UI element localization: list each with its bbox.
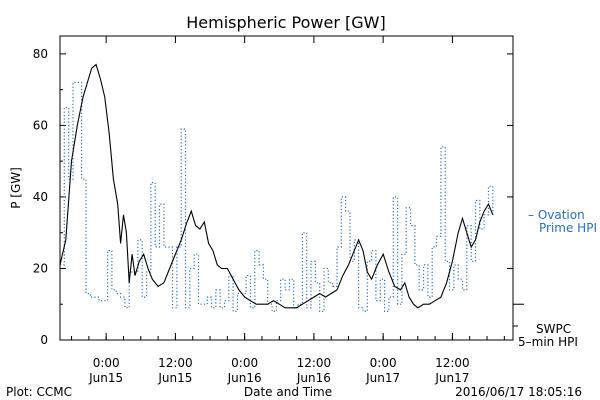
x-tick-label-date: Jun15 xyxy=(157,371,192,385)
y-tick-label: 40 xyxy=(33,190,48,204)
chart-title: Hemispheric Power [GW] xyxy=(186,13,385,32)
legend-ovation-line2: Prime HPI xyxy=(539,221,597,235)
x-tick-label-time: 12:00 xyxy=(158,356,193,370)
series-ovation-prime-line xyxy=(60,81,494,312)
x-tick-label-date: Jun17 xyxy=(365,371,400,385)
y-axis-label: P [GW] xyxy=(9,167,23,209)
x-tick-label-time: 12:00 xyxy=(435,356,470,370)
legend-swpc-line1: SWPC xyxy=(536,322,571,336)
x-tick-label-time: 0:00 xyxy=(93,356,120,370)
legend-swpc-line2: 5–min HPI xyxy=(518,335,578,349)
x-tick-label-date: Jun17 xyxy=(434,371,469,385)
y-axis: 0 20 40 60 80 xyxy=(33,47,513,347)
x-tick-label-date: Jun16 xyxy=(296,371,331,385)
footer-plot-credit: Plot: CCMC xyxy=(6,385,72,399)
y-tick-label: 20 xyxy=(33,261,48,275)
x-tick-label-date: Jun15 xyxy=(88,371,123,385)
y-tick-label: 80 xyxy=(33,47,48,61)
x-tick-label-date: Jun16 xyxy=(227,371,262,385)
x-tick-label-time: 12:00 xyxy=(297,356,332,370)
x-axis: 0:00Jun1512:00Jun150:00Jun1612:00Jun160:… xyxy=(71,36,505,385)
plot-frame xyxy=(59,35,514,341)
series-swpc-line xyxy=(59,63,494,309)
x-tick-label-time: 0:00 xyxy=(370,356,397,370)
series-layer xyxy=(59,63,494,312)
x-tick-label-time: 0:00 xyxy=(231,356,258,370)
x-axis-label: Date and Time xyxy=(244,385,332,399)
y-tick-label: 0 xyxy=(40,333,48,347)
y-tick-label: 60 xyxy=(33,118,48,132)
legend-ovation-line1: – Ovation xyxy=(528,208,585,222)
footer-timestamp: 2016/06/17 18:05:16 xyxy=(455,385,582,399)
